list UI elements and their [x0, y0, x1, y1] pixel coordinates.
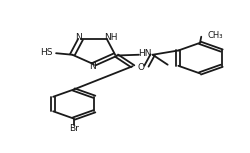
Text: CH₃: CH₃ — [208, 32, 223, 40]
Text: Br: Br — [69, 124, 79, 133]
Text: O: O — [138, 63, 145, 72]
Text: N: N — [75, 33, 82, 42]
Text: HN: HN — [138, 49, 152, 58]
Text: HS: HS — [40, 48, 52, 57]
Text: NH: NH — [104, 33, 118, 42]
Text: N: N — [89, 62, 96, 71]
